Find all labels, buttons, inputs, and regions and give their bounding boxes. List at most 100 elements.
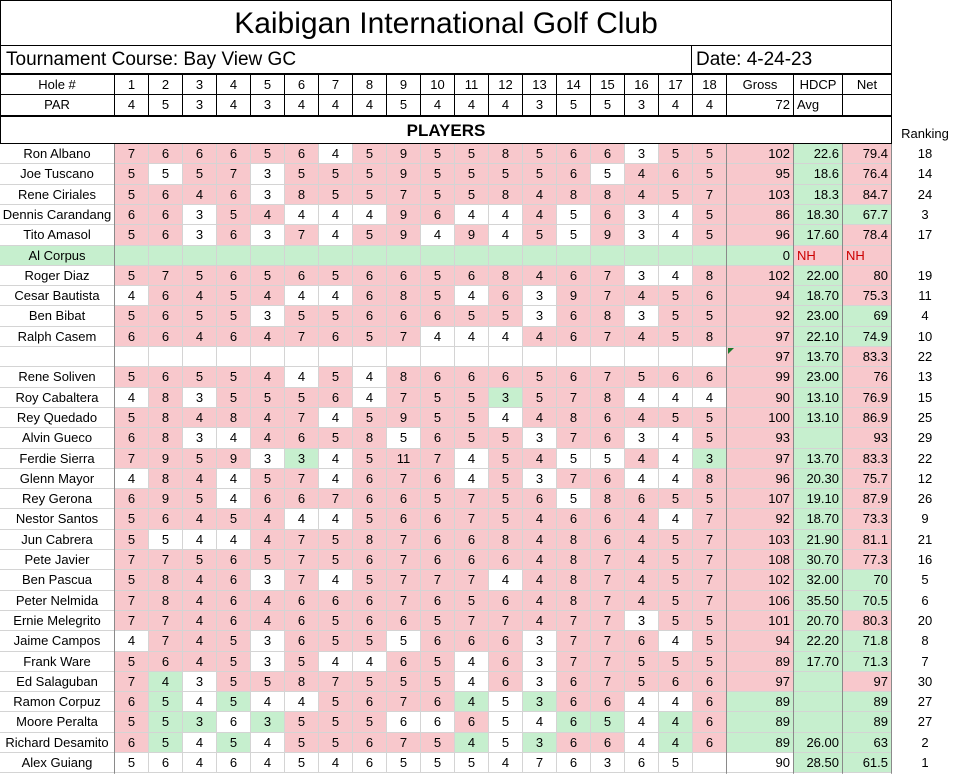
net-score-cell[interactable]: 75.3 [843,286,892,306]
hole-score-cell[interactable]: 5 [217,733,251,753]
hole-number-cell[interactable]: 14 [557,75,591,95]
player-name-cell[interactable]: Ramon Corpuz [0,692,115,712]
handicap-cell[interactable]: 18.6 [794,164,843,185]
hole-score-cell[interactable]: 7 [455,570,489,591]
hole-score-cell[interactable]: 6 [353,286,387,306]
net-score-cell[interactable]: 80 [843,266,892,286]
hole-score-cell[interactable]: 4 [625,550,659,570]
hole-number-cell[interactable]: 13 [523,75,557,95]
hole-score-cell[interactable]: 7 [591,570,625,591]
hole-score-cell[interactable]: 4 [455,672,489,692]
hole-score-cell[interactable]: 5 [115,266,149,286]
hole-score-cell[interactable]: 5 [353,631,387,652]
hole-score-cell[interactable]: 5 [149,712,183,733]
hole-score-cell[interactable]: 4 [659,469,693,489]
hole-score-cell[interactable]: 4 [659,692,693,712]
hole-score-cell[interactable]: 8 [149,469,183,489]
player-name-cell[interactable]: Ralph Casem [0,327,115,347]
hole-score-cell[interactable]: 7 [693,509,727,530]
hole-score-cell[interactable]: 7 [591,266,625,286]
hole-score-cell[interactable] [217,347,251,367]
hole-score-cell[interactable]: 4 [625,408,659,428]
gross-score-cell[interactable]: 106 [727,591,794,611]
hole-score-cell[interactable]: 8 [285,185,319,205]
handicap-cell[interactable]: 32.00 [794,570,843,591]
hole-score-cell[interactable]: 7 [285,570,319,591]
hole-score-cell[interactable]: 6 [659,164,693,185]
hole-score-cell[interactable] [591,246,625,266]
hole-score-cell[interactable]: 6 [591,205,625,225]
hole-score-cell[interactable]: 5 [489,306,523,327]
gross-score-cell[interactable]: 101 [727,611,794,631]
hole-score-cell[interactable]: 4 [455,286,489,306]
hole-score-cell[interactable]: 6 [183,144,217,164]
par-value-cell[interactable]: 3 [523,95,557,116]
handicap-cell[interactable]: 23.00 [794,367,843,388]
gross-score-cell[interactable]: 97 [727,347,794,367]
handicap-cell[interactable] [794,712,843,733]
gross-score-cell[interactable]: 86 [727,205,794,225]
handicap-cell[interactable]: 17.60 [794,225,843,246]
player-name-cell[interactable]: Rey Gerona [0,489,115,509]
net-score-cell[interactable]: 76 [843,367,892,388]
hole-score-cell[interactable]: 5 [251,469,285,489]
hole-score-cell[interactable]: 4 [489,225,523,246]
hole-score-cell[interactable]: 5 [557,489,591,509]
hole-score-cell[interactable]: 4 [251,428,285,449]
hole-score-cell[interactable]: 4 [659,205,693,225]
gross-score-cell[interactable]: 107 [727,489,794,509]
player-name-cell[interactable]: Glenn Mayor [0,469,115,489]
hole-score-cell[interactable]: 4 [421,327,455,347]
player-name-cell[interactable]: Alex Guiang [0,753,115,773]
hole-score-cell[interactable]: 4 [285,205,319,225]
hole-score-cell[interactable]: 6 [557,367,591,388]
hole-score-cell[interactable]: 6 [591,144,625,164]
ranking-cell[interactable]: 6 [921,593,929,608]
net-score-cell[interactable]: 89 [843,712,892,733]
hole-score-cell[interactable]: 7 [557,428,591,449]
hole-score-cell[interactable]: 4 [625,733,659,753]
hole-score-cell[interactable]: 4 [659,712,693,733]
hole-score-cell[interactable]: 5 [353,327,387,347]
par-value-cell[interactable]: 4 [217,95,251,116]
hole-score-cell[interactable]: 7 [217,164,251,185]
hole-score-cell[interactable]: 5 [693,164,727,185]
hole-score-cell[interactable] [625,347,659,367]
hole-score-cell[interactable]: 5 [149,164,183,185]
hole-score-cell[interactable]: 4 [319,449,353,469]
handicap-cell[interactable]: 18.3 [794,185,843,205]
hole-score-cell[interactable]: 5 [115,652,149,672]
hole-score-cell[interactable]: 6 [421,550,455,570]
player-name-cell[interactable]: Ed Salaguban [0,672,115,692]
hole-label-cell[interactable]: Hole # [0,75,115,95]
hole-score-cell[interactable]: 5 [319,185,353,205]
hole-score-cell[interactable]: 8 [149,408,183,428]
par-value-cell[interactable]: 5 [591,95,625,116]
hole-score-cell[interactable]: 6 [557,266,591,286]
hole-score-cell[interactable]: 5 [319,611,353,631]
hole-score-cell[interactable]: 6 [149,753,183,773]
hole-score-cell[interactable]: 5 [319,631,353,652]
hole-score-cell[interactable]: 5 [217,205,251,225]
hole-score-cell[interactable]: 6 [455,631,489,652]
hole-score-cell[interactable]: 7 [387,550,421,570]
hole-score-cell[interactable]: 5 [285,388,319,408]
hole-score-cell[interactable]: 4 [523,509,557,530]
handicap-cell[interactable]: 30.70 [794,550,843,570]
hole-score-cell[interactable]: 5 [115,530,149,550]
player-name-cell[interactable]: Rene Soliven [0,367,115,388]
hole-score-cell[interactable]: 5 [183,449,217,469]
par-label-cell[interactable]: PAR [0,95,115,116]
hole-score-cell[interactable]: 5 [183,266,217,286]
hole-score-cell[interactable]: 5 [319,550,353,570]
net-score-cell[interactable]: 70 [843,570,892,591]
hole-score-cell[interactable]: 6 [421,509,455,530]
hole-score-cell[interactable]: 6 [149,306,183,327]
hole-score-cell[interactable]: 5 [115,185,149,205]
hole-score-cell[interactable]: 6 [149,652,183,672]
hole-score-cell[interactable]: 6 [625,489,659,509]
hole-score-cell[interactable]: 3 [693,449,727,469]
hole-score-cell[interactable]: 4 [625,712,659,733]
hole-score-cell[interactable]: 5 [353,449,387,469]
hole-score-cell[interactable]: 9 [387,164,421,185]
